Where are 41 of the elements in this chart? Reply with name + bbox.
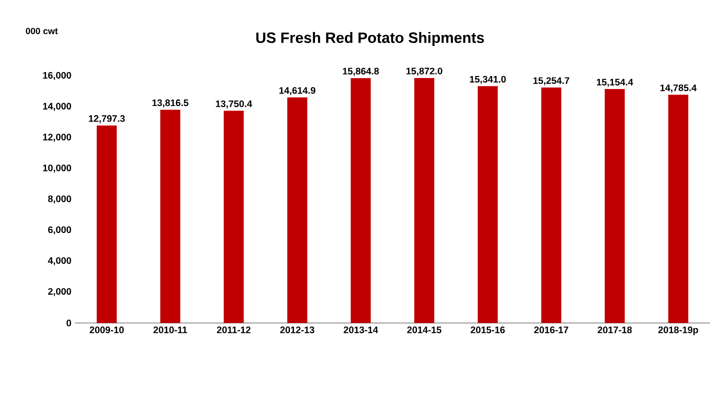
bar — [350, 78, 371, 323]
bar — [541, 88, 562, 323]
y-tick-label: 2,000 — [48, 288, 72, 296]
y-tick-label: 8,000 — [48, 195, 72, 204]
x-tick-label: 2011-12 — [216, 326, 250, 334]
y-tick-label: 16,000 — [43, 72, 72, 80]
bar — [478, 86, 498, 323]
x-tick-label: 2010-11 — [153, 326, 188, 334]
x-tick-label: 2015-16 — [470, 326, 505, 334]
bar — [96, 125, 117, 323]
x-tick-label: 2012-13 — [280, 326, 314, 334]
data-label: 15,341.0 — [470, 76, 506, 84]
data-label: 15,254.7 — [533, 77, 570, 86]
data-label: 13,816.5 — [152, 99, 188, 108]
x-tick-label: 2016-17 — [534, 326, 568, 334]
y-tick-label: 14,000 — [43, 102, 72, 111]
y-tick-label: 4,000 — [48, 257, 72, 266]
data-label: 15,864.8 — [342, 68, 379, 76]
data-label: 15,154.4 — [596, 78, 634, 87]
data-label: 13,750.4 — [216, 100, 252, 109]
x-tick-label: 2009-10 — [90, 326, 124, 334]
bar — [224, 110, 244, 323]
bar — [160, 110, 180, 323]
y-tick-label: 6,000 — [48, 226, 72, 234]
y-tick-label: 12,000 — [43, 134, 72, 142]
data-label: 14,614.9 — [279, 87, 316, 96]
bar — [668, 94, 688, 323]
data-label: 14,785.4 — [660, 84, 697, 93]
x-tick-label: 2017-18 — [598, 326, 632, 334]
x-tick-label: 2018-19p — [658, 326, 698, 336]
bar — [604, 89, 625, 323]
y-tick-label: 10,000 — [43, 164, 72, 173]
x-tick-label: 2014-15 — [407, 326, 442, 334]
y-tick-label: 0 — [66, 320, 72, 326]
data-label: 12,797.3 — [88, 115, 125, 124]
bar — [414, 78, 434, 323]
y-axis-title: 000 cwt — [26, 28, 58, 34]
bar — [287, 97, 308, 323]
chart-title: US Fresh Red Potato Shipments — [256, 32, 484, 46]
x-tick-label: 2013-14 — [344, 326, 378, 334]
data-label: 15,872.0 — [406, 68, 442, 76]
